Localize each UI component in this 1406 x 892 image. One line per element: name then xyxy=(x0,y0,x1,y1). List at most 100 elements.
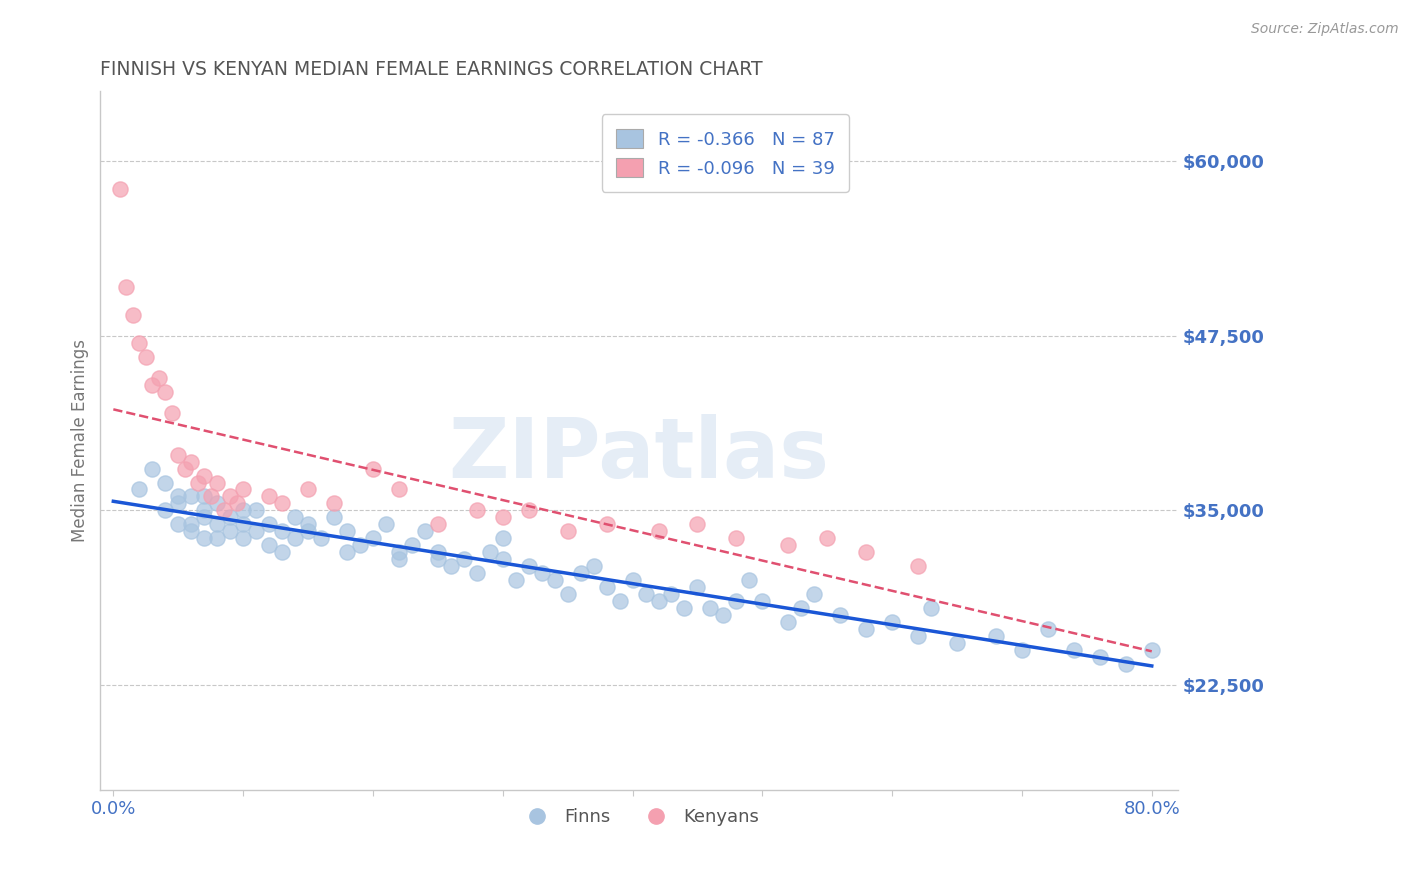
Point xyxy=(180,490,202,504)
Point xyxy=(855,545,877,559)
Point xyxy=(219,524,242,539)
Point xyxy=(193,503,215,517)
Point xyxy=(245,503,267,517)
Point xyxy=(492,532,515,546)
Point xyxy=(173,461,195,475)
Point xyxy=(984,629,1007,643)
Point xyxy=(349,538,371,552)
Point xyxy=(647,594,669,608)
Point xyxy=(401,538,423,552)
Y-axis label: Median Female Earnings: Median Female Earnings xyxy=(72,339,89,542)
Point xyxy=(160,406,183,420)
Point xyxy=(232,517,254,532)
Point xyxy=(141,461,163,475)
Point xyxy=(778,538,800,552)
Point xyxy=(413,524,436,539)
Point xyxy=(530,566,553,581)
Point xyxy=(686,517,709,532)
Point xyxy=(778,615,800,630)
Point xyxy=(634,587,657,601)
Point xyxy=(388,552,411,566)
Point xyxy=(388,545,411,559)
Point xyxy=(245,524,267,539)
Point xyxy=(271,524,294,539)
Point xyxy=(167,517,190,532)
Text: ZIPatlas: ZIPatlas xyxy=(449,414,830,495)
Point xyxy=(725,532,748,546)
Point xyxy=(920,601,942,615)
Point xyxy=(193,510,215,524)
Point xyxy=(465,503,488,517)
Point xyxy=(815,532,838,546)
Point xyxy=(1036,622,1059,636)
Point xyxy=(155,384,177,399)
Point xyxy=(180,524,202,539)
Point xyxy=(440,559,463,574)
Point xyxy=(336,545,359,559)
Point xyxy=(517,503,540,517)
Point xyxy=(271,496,294,510)
Point xyxy=(686,580,709,594)
Point xyxy=(790,601,813,615)
Point xyxy=(725,594,748,608)
Point xyxy=(271,545,294,559)
Point xyxy=(225,496,247,510)
Point xyxy=(388,483,411,497)
Legend: Finns, Kenyans: Finns, Kenyans xyxy=(512,801,766,833)
Point xyxy=(193,532,215,546)
Text: FINNISH VS KENYAN MEDIAN FEMALE EARNINGS CORRELATION CHART: FINNISH VS KENYAN MEDIAN FEMALE EARNINGS… xyxy=(100,60,763,78)
Point xyxy=(1063,643,1085,657)
Point xyxy=(115,280,138,294)
Point xyxy=(492,552,515,566)
Point xyxy=(1115,657,1137,672)
Point xyxy=(193,490,215,504)
Point xyxy=(128,483,150,497)
Point xyxy=(155,475,177,490)
Point xyxy=(453,552,475,566)
Point xyxy=(257,490,280,504)
Point xyxy=(361,461,384,475)
Point xyxy=(108,182,131,196)
Point xyxy=(830,608,852,623)
Point xyxy=(426,517,449,532)
Point xyxy=(232,532,254,546)
Point xyxy=(699,601,721,615)
Point xyxy=(582,559,605,574)
Point xyxy=(297,483,319,497)
Point xyxy=(180,454,202,468)
Point xyxy=(205,517,228,532)
Point xyxy=(361,532,384,546)
Point xyxy=(1011,643,1033,657)
Point xyxy=(155,503,177,517)
Point xyxy=(751,594,773,608)
Point xyxy=(193,468,215,483)
Point xyxy=(205,532,228,546)
Point xyxy=(478,545,501,559)
Point xyxy=(297,524,319,539)
Point xyxy=(946,636,969,650)
Point xyxy=(167,496,190,510)
Point xyxy=(167,490,190,504)
Point xyxy=(219,490,242,504)
Point xyxy=(141,377,163,392)
Point xyxy=(374,517,396,532)
Point xyxy=(257,517,280,532)
Point xyxy=(713,608,735,623)
Point xyxy=(121,308,143,322)
Point xyxy=(543,574,565,588)
Point xyxy=(232,503,254,517)
Point xyxy=(205,475,228,490)
Point xyxy=(595,517,617,532)
Point xyxy=(232,483,254,497)
Point xyxy=(738,574,761,588)
Point xyxy=(803,587,825,601)
Point xyxy=(180,517,202,532)
Point xyxy=(135,350,157,364)
Point xyxy=(187,475,209,490)
Point xyxy=(505,574,527,588)
Point xyxy=(128,335,150,350)
Text: Source: ZipAtlas.com: Source: ZipAtlas.com xyxy=(1251,22,1399,37)
Point xyxy=(212,503,235,517)
Point xyxy=(148,370,170,384)
Point xyxy=(1140,643,1163,657)
